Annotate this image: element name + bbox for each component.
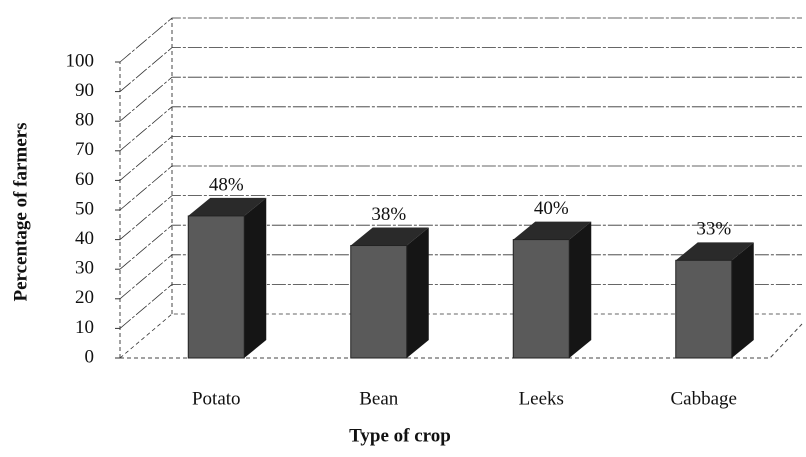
grid-line [119,254,802,300]
y-tick-label: 50 [75,198,94,219]
floor [120,323,803,359]
bar-side [244,197,267,358]
y-tick-label: 70 [75,139,94,160]
bar [675,259,733,359]
bar-top [513,221,592,240]
data-label: 40% [534,198,569,219]
bar [350,245,408,359]
y-tick-label: 0 [85,346,95,367]
grid-line [119,76,802,122]
grid-line [119,165,802,211]
y-tick-label: 60 [75,169,94,190]
bar-top [188,197,267,216]
y-tick-label: 40 [75,228,94,249]
grid-line [119,47,802,92]
x-tick-label: Cabbage [671,388,737,409]
bar [187,215,245,359]
bar-top [675,242,754,261]
grid-line [119,17,802,63]
x-tick-label: Potato [192,388,241,409]
y-tick-label: 80 [75,110,94,131]
grid-line [119,106,802,152]
data-label: 38% [371,204,406,225]
y-tick-label: 20 [75,287,94,308]
x-axis-title: Type of crop [349,425,451,446]
data-label: 33% [696,219,731,240]
bar-top [350,227,429,246]
y-tick-label: 10 [75,317,94,338]
grid-line [119,195,802,240]
bar-side [406,227,429,358]
x-tick-label: Bean [359,388,399,409]
bar [512,239,570,359]
y-tick-label: 100 [66,50,95,71]
x-tick-label: Leeks [519,388,564,409]
grid-line [119,313,802,359]
data-label: 48% [209,174,244,195]
grid-line [119,224,802,270]
grid-line [119,135,802,181]
bar-side [731,242,754,358]
grid-line [119,283,802,329]
y-tick-label: 30 [75,258,94,279]
y-tick-label: 90 [75,80,94,101]
bar-side [569,221,592,358]
y-axis-title: Percentage of farmers [10,123,31,302]
